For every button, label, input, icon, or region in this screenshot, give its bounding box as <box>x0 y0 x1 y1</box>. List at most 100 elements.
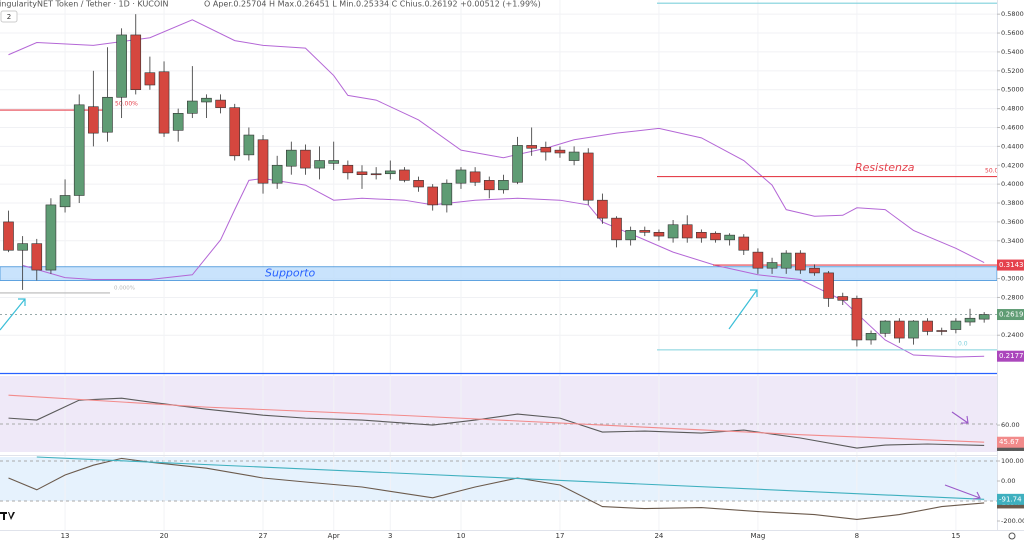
arrow <box>944 484 981 500</box>
x-tick-label: 10 <box>457 532 466 540</box>
candle-body <box>611 217 622 241</box>
zone-label: Supporto <box>265 267 315 280</box>
indicator-line <box>8 394 985 443</box>
x-tick-label: 17 <box>555 532 564 540</box>
x-tick-label: Mag <box>751 532 766 540</box>
candle-body <box>526 145 537 149</box>
level-label: 50.00% <box>115 101 138 108</box>
symbol: SingularityNET Token / Tether · 1D · KUC… <box>0 0 169 9</box>
level-label: 50.0 <box>985 168 999 175</box>
candle-body <box>31 243 43 271</box>
y-tick-label: -200.00 <box>1001 517 1024 525</box>
x-tick-label: 3 <box>388 532 392 540</box>
candle-body <box>554 149 566 154</box>
logo <box>0 512 15 520</box>
rsi-band <box>0 376 997 452</box>
price-tag-label: 0.26192 <box>999 311 1024 319</box>
candle-body <box>413 180 424 188</box>
price-tag-label: 45.67 <box>999 438 1019 446</box>
candle-body <box>738 236 750 251</box>
price-tag-label: 0.21779 <box>999 352 1024 360</box>
candle-body <box>795 252 806 271</box>
candle-body <box>498 180 509 191</box>
arrow <box>728 289 758 330</box>
support-zone <box>0 266 998 281</box>
candle-body <box>243 134 255 156</box>
candle-body <box>370 173 382 176</box>
candle-body <box>144 72 156 86</box>
y-tick-label: 60.00 <box>1001 421 1020 429</box>
price-tag <box>997 350 1024 362</box>
x-tick-label: 27 <box>259 532 268 540</box>
candle-body <box>172 113 184 131</box>
candle-body <box>314 160 325 169</box>
candle-body <box>936 330 948 332</box>
candle-body <box>328 160 340 164</box>
candle-body <box>667 224 679 239</box>
ohlc: O Aper.0.25704 H Max.0.26451 L Min.0.253… <box>204 0 541 9</box>
candle-body <box>653 231 665 237</box>
candle-body <box>399 169 410 181</box>
plot: Supporto Resistenza 50.00% 0.000% 0.0 50.0 <box>0 0 999 530</box>
candle-body <box>59 195 71 208</box>
price-tag <box>997 493 1024 505</box>
y-tick-label: 0.58000 <box>1001 10 1024 18</box>
candle-body <box>17 243 28 251</box>
candle-body <box>625 230 636 241</box>
candle-body <box>752 251 764 269</box>
arrows <box>0 289 758 331</box>
candle-body <box>865 333 877 341</box>
candle-body <box>568 151 580 161</box>
candle-body <box>215 99 226 108</box>
candle-body <box>45 204 57 271</box>
x-tick-label: 20 <box>160 532 169 540</box>
candle-body <box>837 296 849 301</box>
indicator-toggle[interactable] <box>0 10 18 23</box>
candle-body <box>696 231 707 239</box>
candle-body <box>639 230 651 233</box>
candle-body <box>908 320 919 339</box>
candle-body <box>229 107 241 157</box>
candle-body <box>597 199 608 219</box>
level-label: 0.0 <box>958 341 968 348</box>
candle-body <box>300 149 311 169</box>
candle-body <box>116 34 127 98</box>
candle-body <box>201 97 212 103</box>
x-tick-label: 8 <box>855 532 859 540</box>
candle-body <box>441 182 453 206</box>
candle-body <box>271 164 283 184</box>
candle-body <box>158 71 170 134</box>
candle-body <box>724 234 735 241</box>
y-tick-label: 0.00 <box>1001 477 1015 485</box>
settings-icon[interactable] <box>1008 532 1016 540</box>
candle-body <box>342 164 354 174</box>
price-tag <box>997 436 1024 448</box>
candle-body <box>73 104 85 196</box>
candle-body <box>780 252 792 269</box>
candle-body <box>681 224 693 239</box>
candle-body <box>540 147 552 153</box>
candle-body <box>964 317 976 323</box>
indicator-line <box>36 456 985 500</box>
candle-body <box>950 320 962 330</box>
candle-body <box>894 320 905 339</box>
arrows <box>944 411 981 500</box>
candle-body <box>483 180 495 191</box>
y-tick-label: 100.00 <box>1001 457 1024 465</box>
indicator-count: 2 <box>7 13 11 21</box>
candle-body <box>455 169 467 184</box>
candle-body <box>582 152 594 201</box>
x-tick-label: 15 <box>951 532 960 540</box>
price-tag <box>997 309 1024 321</box>
